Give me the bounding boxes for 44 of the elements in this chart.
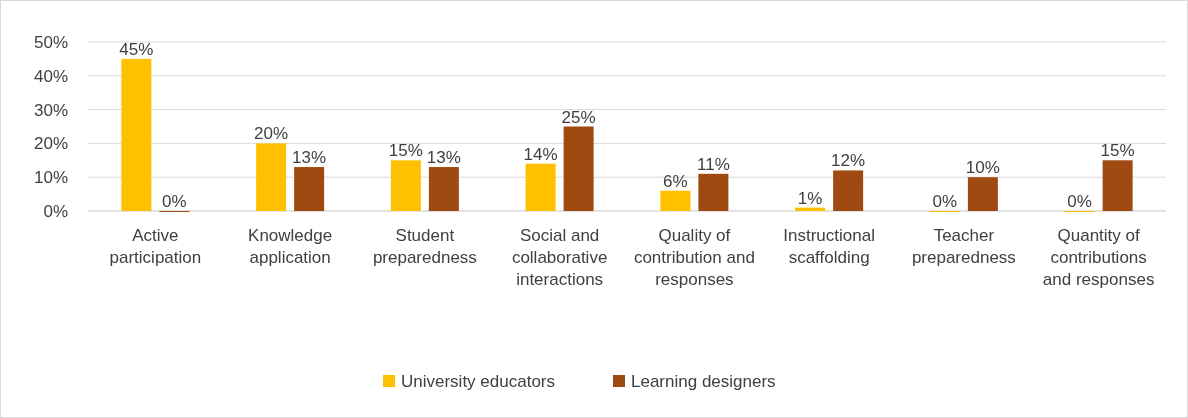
y-tick-label: 10% [33, 168, 68, 188]
data-label: 25% [561, 107, 596, 127]
bar [121, 58, 152, 211]
bar [1102, 160, 1133, 211]
x-tick-label: Instructional scaffolding [783, 226, 875, 267]
y-tick-label: 0% [43, 201, 68, 221]
x-tick-label: Teacher preparedness [911, 226, 1016, 267]
y-tick-label: 50% [33, 32, 68, 52]
bar [428, 167, 459, 211]
x-tick-label: Quantity of contributions and responses [1042, 226, 1155, 289]
data-label: 0% [1067, 192, 1092, 211]
bar [563, 126, 594, 211]
bar [525, 163, 556, 211]
data-label: 6% [663, 171, 688, 191]
bar [833, 170, 864, 211]
bar [294, 167, 325, 211]
data-label: 45% [119, 39, 154, 59]
legend-label: Learning designers [631, 371, 776, 391]
bar [256, 143, 287, 211]
data-label: 13% [292, 148, 327, 168]
x-tick-label: Student preparedness [372, 226, 477, 267]
data-label: 13% [426, 148, 461, 168]
data-label: 0% [932, 192, 958, 211]
data-label: 14% [523, 144, 558, 164]
data-label: 0% [162, 192, 187, 211]
data-label: 12% [831, 151, 866, 171]
x-tick-label: Quality of contribution and responses [633, 226, 755, 289]
data-label: 1% [797, 188, 823, 208]
bar [660, 190, 691, 211]
bar [698, 173, 729, 211]
data-label: 15% [1100, 141, 1135, 161]
x-tick-label: Active participation [109, 226, 202, 267]
data-label: 10% [965, 158, 1000, 178]
x-tick-label: Social and collaborative interactions [511, 226, 608, 289]
y-tick-label: 30% [33, 100, 68, 120]
bar [390, 160, 421, 211]
x-tick-label: Knowledge application [248, 226, 333, 267]
y-tick-label: 40% [33, 66, 68, 86]
legend-label: University educators [401, 371, 556, 391]
bar [967, 177, 998, 211]
data-label: 20% [254, 124, 289, 144]
data-label: 15% [388, 141, 423, 161]
y-tick-label: 20% [33, 134, 68, 154]
data-label: 11% [696, 154, 730, 174]
